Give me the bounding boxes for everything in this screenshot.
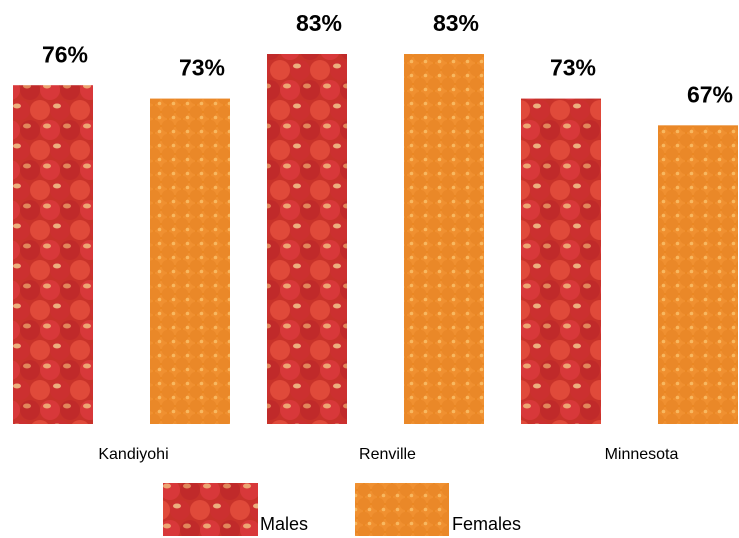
legend-label: Females [452, 514, 521, 534]
value-label: 73% [550, 55, 596, 81]
value-label: 83% [296, 10, 342, 36]
value-label: 83% [433, 10, 479, 36]
x-tick-label: Kandiyohi [98, 446, 168, 463]
bar [150, 98, 230, 425]
bar [13, 85, 93, 424]
bar [658, 125, 738, 424]
value-label: 76% [42, 41, 88, 67]
value-label: 67% [687, 81, 733, 107]
x-tick-label: Renville [359, 446, 416, 463]
bar [404, 54, 484, 424]
value-label: 73% [179, 55, 225, 81]
legend-label: Males [260, 514, 308, 534]
x-tick-label: Minnesota [605, 446, 679, 463]
legend-swatch [355, 483, 449, 536]
bar [521, 98, 601, 425]
bar [267, 54, 347, 424]
legend-swatch [163, 483, 258, 536]
